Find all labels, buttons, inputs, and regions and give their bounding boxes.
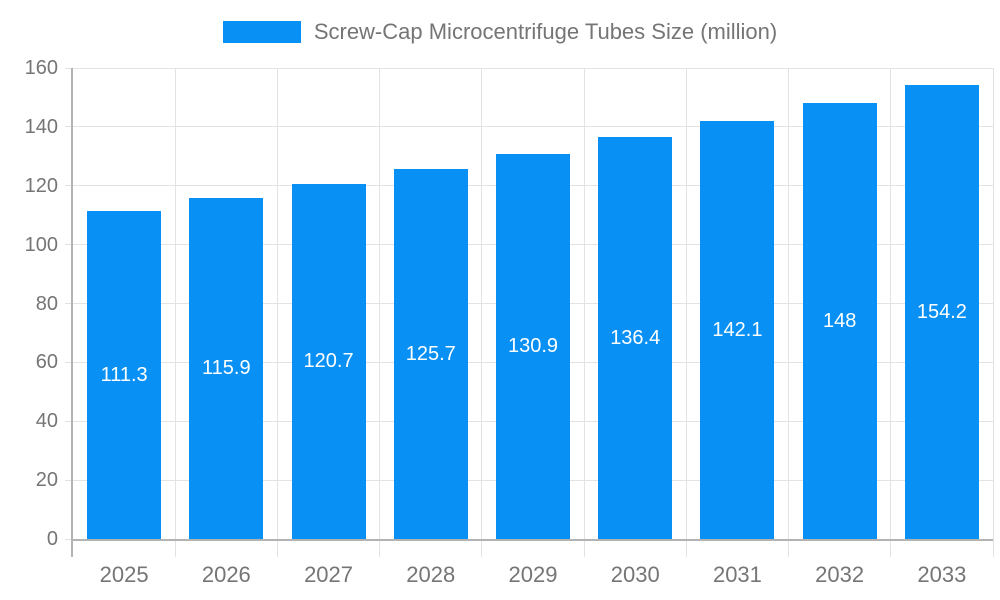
y-axis-label: 140: [24, 115, 58, 138]
gridline-vertical: [788, 68, 790, 557]
y-axis-label: 100: [24, 233, 58, 256]
bar-2031[interactable]: [700, 120, 775, 539]
y-axis-tick: [65, 244, 73, 246]
gridline-vertical: [379, 68, 381, 557]
x-axis-label: 2028: [406, 562, 456, 587]
y-axis-label: 0: [46, 528, 58, 550]
y-axis-label: 60: [35, 351, 58, 374]
x-axis-label: 2025: [99, 562, 149, 587]
bar-2032[interactable]: [802, 103, 877, 539]
bar-2033[interactable]: [904, 85, 979, 539]
y-axis-tick: [65, 126, 73, 128]
y-axis-line: [71, 68, 73, 557]
y-axis-label: 160: [24, 57, 58, 79]
bar-value-label: 154.2: [916, 301, 967, 324]
bar-value-label: 111.3: [100, 364, 148, 387]
bar-value-label: 142.1: [712, 318, 763, 341]
gridline-vertical: [890, 68, 892, 557]
gridline-horizontal: [73, 67, 993, 69]
y-axis-tick: [65, 303, 73, 304]
gridline-horizontal: [73, 126, 993, 128]
x-axis-label: 2029: [508, 562, 558, 587]
x-axis-label: 2030: [610, 562, 660, 587]
x-axis-label: 2033: [917, 562, 967, 587]
x-axis-label: 2026: [201, 562, 251, 587]
y-axis-label: 80: [35, 292, 58, 315]
x-axis-label: 2031: [712, 562, 762, 587]
bar-2029[interactable]: [496, 153, 570, 539]
gridline-vertical: [481, 68, 483, 557]
bar-value-label: 148: [822, 310, 857, 333]
gridline-vertical: [992, 68, 994, 557]
y-axis-tick: [65, 420, 73, 422]
y-axis-tick: [65, 361, 73, 363]
y-axis-tick: [65, 479, 73, 481]
y-axis-tick: [65, 538, 73, 540]
legend-swatch: [222, 21, 301, 43]
y-axis-label: 120: [24, 174, 58, 197]
bar-2028[interactable]: [393, 168, 468, 539]
gridline-vertical: [174, 68, 176, 557]
bar-value-label: 136.4: [610, 327, 661, 350]
bar-2027[interactable]: [291, 183, 366, 539]
y-axis-label: 40: [35, 410, 58, 433]
bar-value-label: 115.9: [202, 357, 251, 380]
x-axis-label: 2027: [304, 562, 354, 587]
gridline-vertical: [276, 68, 278, 557]
x-axis-line: [71, 539, 993, 541]
y-axis-label: 20: [35, 469, 58, 492]
bar-2025[interactable]: [87, 211, 162, 539]
bar-value-label: 130.9: [507, 335, 559, 358]
y-axis-tick: [65, 185, 73, 187]
chart-legend[interactable]: Screw-Cap Microcentrifuge Tubes Size (mi…: [0, 18, 1000, 46]
bar-2030[interactable]: [598, 137, 673, 539]
x-axis-label: 2032: [815, 562, 865, 587]
bar-value-label: 120.7: [303, 350, 354, 373]
bar-2026[interactable]: [189, 197, 264, 539]
y-axis-tick: [65, 67, 73, 69]
gridline-vertical: [583, 68, 585, 557]
legend-label: Screw-Cap Microcentrifuge Tubes Size (mi…: [313, 19, 778, 44]
bar-value-label: 125.7: [405, 342, 456, 365]
gridline-vertical: [685, 68, 687, 557]
